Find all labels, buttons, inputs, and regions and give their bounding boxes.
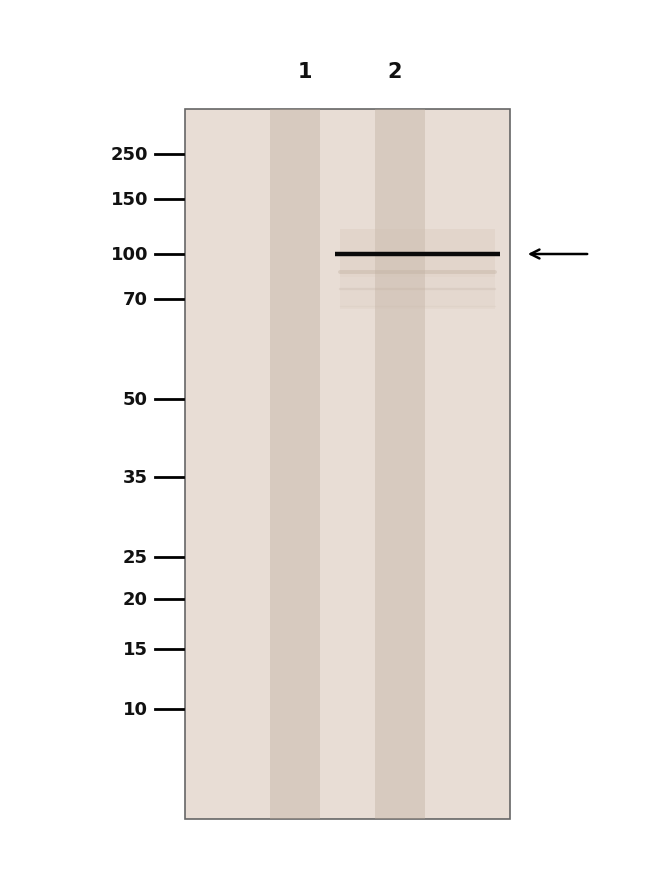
Text: 10: 10 bbox=[123, 700, 148, 718]
Text: 35: 35 bbox=[123, 468, 148, 487]
Bar bbox=[185, 109, 510, 819]
Text: 1: 1 bbox=[298, 62, 312, 82]
Text: 70: 70 bbox=[123, 290, 148, 308]
Text: 25: 25 bbox=[123, 548, 148, 567]
Text: 50: 50 bbox=[123, 390, 148, 408]
Text: 250: 250 bbox=[111, 146, 148, 164]
Bar bbox=[375, 109, 425, 819]
Text: 150: 150 bbox=[111, 191, 148, 209]
Text: 20: 20 bbox=[123, 590, 148, 608]
Text: 15: 15 bbox=[123, 640, 148, 658]
Text: 100: 100 bbox=[111, 246, 148, 263]
Bar bbox=[340, 229, 495, 278]
Text: 2: 2 bbox=[388, 62, 402, 82]
Bar bbox=[270, 109, 320, 819]
Bar bbox=[340, 229, 495, 309]
